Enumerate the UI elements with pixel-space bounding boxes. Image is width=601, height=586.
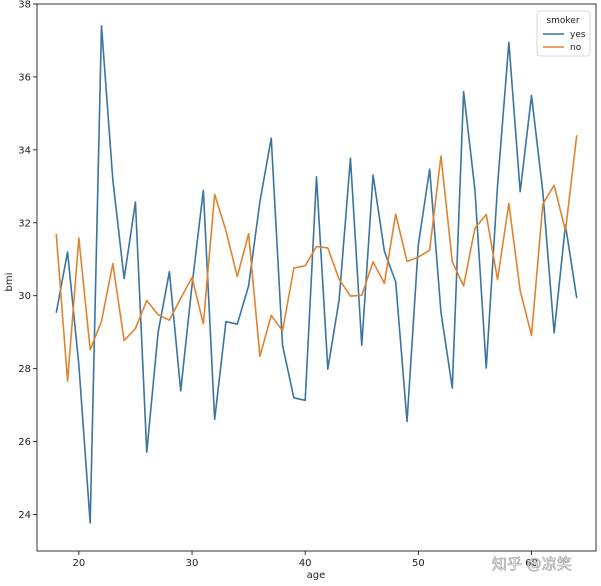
series-lines [55,25,578,524]
watermark-text: 知乎 @凉笑 [492,555,572,573]
x-tick-label: 50 [412,558,425,569]
y-axis-label: bmi [4,273,15,292]
y-tick-label: 24 [18,510,31,521]
y-tick-label: 38 [18,0,31,11]
x-tick-label: 40 [299,558,312,569]
legend-label-no: no [570,43,582,53]
y-tick-label: 28 [18,364,31,375]
x-tick-label: 20 [73,558,86,569]
x-tick-label: 30 [186,558,199,569]
y-tick-label: 34 [18,145,31,156]
series-line-no [55,135,578,382]
y-tick-label: 30 [18,291,31,302]
series-line-yes [55,25,578,524]
plot-area [36,3,597,552]
legend-title: smoker [546,16,579,26]
y-tick-label: 36 [18,72,31,83]
y-tick-label: 26 [18,437,31,448]
axis-ticks: 20 30 40 50 60 24 26 28 30 32 34 36 38 [18,0,538,569]
y-tick-label: 32 [18,218,31,229]
legend-label-yes: yes [570,30,586,40]
x-axis-label: age [307,570,326,581]
legend: smoker yes no [536,10,591,57]
x-tick-label: 60 [525,558,538,569]
